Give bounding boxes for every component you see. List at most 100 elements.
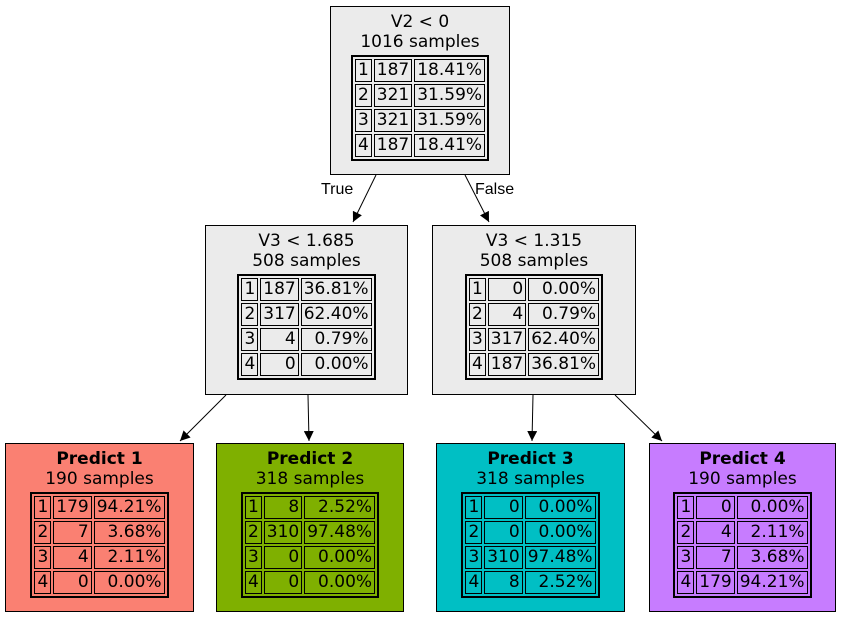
class-distribution-table: 1 0 0.00% 2 4 2.11% 3 7 3.68% 4 179 94.21% [673,492,812,598]
count-cell: 187 [373,134,413,157]
table-row: 3 317 62.40% [468,328,600,351]
class-distribution-table: 1 8 2.52% 2 310 97.48% 3 0 0.00% 4 0 0.00% [240,492,380,598]
count-cell: 321 [373,84,413,107]
percent-cell: 0.79% [528,303,600,326]
percent-cell: 0.00% [304,571,376,594]
percent-cell: 97.48% [304,521,376,544]
class-cell: 4 [465,571,483,594]
table-row: 1 179 94.21% [34,496,165,519]
node-leaf3: Predict 3 318 samples 1 0 0.00% 2 0 0.00% 3 310 97… [436,443,625,612]
edge-left-leaf2 [303,394,314,442]
percent-cell: 62.40% [300,303,372,326]
table-row: 4 0 0.00% [244,571,376,594]
count-cell: 321 [373,109,413,132]
percent-cell: 97.48% [524,546,596,569]
count-cell: 179 [53,496,92,519]
class-cell: 1 [244,496,262,519]
percent-cell: 31.59% [414,109,486,132]
class-cell: 2 [241,303,259,326]
count-cell: 0 [263,571,303,594]
percent-cell: 2.11% [93,546,165,569]
node-left: V3 < 1.685 508 samples 1 187 36.81% 2 317 62.40… [205,225,408,395]
class-cell: 2 [468,303,486,326]
count-cell: 0 [484,496,523,519]
class-cell: 2 [354,84,372,107]
percent-cell: 0.00% [524,496,596,519]
table-row: 1 0 0.00% [677,496,808,519]
count-cell: 0 [53,571,92,594]
node-title: Predict 2 [266,449,354,469]
table-row: 4 187 36.81% [468,353,600,376]
class-cell: 4 [354,134,372,157]
percent-cell: 18.41% [414,59,486,82]
node-samples: 508 samples [479,251,589,271]
node-right: V3 < 1.315 508 samples 1 0 0.00% 2 4 0.79% 3 317 6… [432,225,636,395]
percent-cell: 3.68% [93,521,165,544]
table-row: 1 0 0.00% [468,278,600,301]
class-distribution-table: 1 179 94.21% 2 7 3.68% 3 4 2.11% 4 0 0.00% [30,492,169,598]
percent-cell: 0.00% [304,546,376,569]
table-row: 2 4 2.11% [677,521,808,544]
count-cell: 310 [263,521,303,544]
node-samples: 190 samples [688,469,797,489]
count-cell: 310 [484,546,523,569]
class-cell: 3 [465,546,483,569]
class-cell: 3 [354,109,372,132]
edge-left-leaf1 [179,394,227,442]
table-row: 2 4 0.79% [468,303,600,326]
class-cell: 1 [677,496,695,519]
node-samples: 318 samples [255,469,365,489]
node-title: Predict 1 [56,449,143,469]
node-title: V2 < 0 [390,12,450,32]
table-row: 4 0 0.00% [241,353,372,376]
table-row: 3 321 31.59% [354,109,486,132]
percent-cell: 2.11% [736,521,808,544]
table-row: 4 187 18.41% [354,134,486,157]
node-samples: 508 samples [252,251,361,271]
count-cell: 0 [263,546,303,569]
class-cell: 4 [34,571,52,594]
class-cell: 4 [241,353,259,376]
edge-label-true: True [321,181,354,198]
table-row: 3 310 97.48% [465,546,596,569]
edge-label-false: False [475,181,515,198]
count-cell: 0 [696,496,735,519]
class-cell: 2 [34,521,52,544]
percent-cell: 0.00% [524,521,596,544]
table-row: 3 4 2.11% [34,546,165,569]
count-cell: 4 [487,303,527,326]
percent-cell: 31.59% [414,84,486,107]
class-distribution-table: 1 187 36.81% 2 317 62.40% 3 4 0.79% 4 0 0.00% [237,274,376,380]
table-row: 2 0 0.00% [465,521,596,544]
class-cell: 3 [241,328,259,351]
class-cell: 3 [34,546,52,569]
table-row: 2 317 62.40% [241,303,372,326]
node-leaf2: Predict 2 318 samples 1 8 2.52% 2 310 97.48% 3 0 0… [216,443,404,612]
table-row: 3 0 0.00% [244,546,376,569]
node-samples: 318 samples [476,469,585,489]
count-cell: 187 [373,59,413,82]
count-cell: 7 [696,546,735,569]
class-distribution-table: 1 0 0.00% 2 4 0.79% 3 317 62.40% 4 187 36.81% [464,274,604,380]
table-row: 1 187 18.41% [354,59,486,82]
count-cell: 4 [260,328,299,351]
percent-cell: 94.21% [93,496,165,519]
percent-cell: 62.40% [528,328,600,351]
count-cell: 0 [487,278,527,301]
table-row: 2 310 97.48% [244,521,376,544]
class-cell: 3 [244,546,262,569]
class-cell: 4 [677,571,695,594]
count-cell: 317 [260,303,299,326]
class-cell: 1 [354,59,372,82]
count-cell: 4 [696,521,735,544]
edge-right-leaf3 [527,394,538,442]
percent-cell: 0.79% [300,328,372,351]
percent-cell: 3.68% [736,546,808,569]
class-cell: 1 [465,496,483,519]
class-cell: 4 [244,571,262,594]
count-cell: 317 [487,328,527,351]
node-samples: 190 samples [45,469,154,489]
count-cell: 8 [484,571,523,594]
node-samples: 1016 samples [360,32,480,52]
